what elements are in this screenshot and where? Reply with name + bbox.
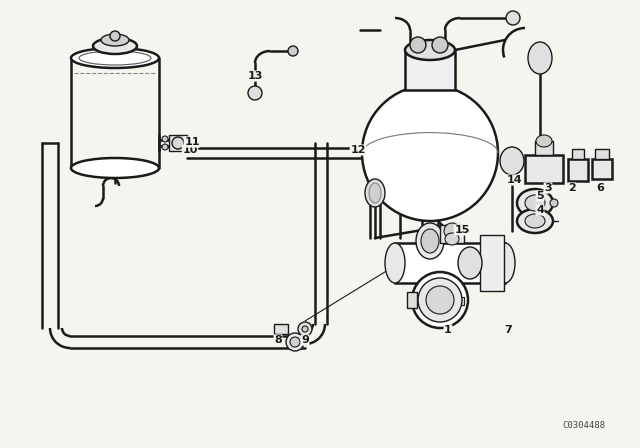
Bar	[169, 135, 187, 151]
Circle shape	[172, 137, 184, 149]
Circle shape	[298, 322, 312, 336]
Bar	[572, 149, 584, 159]
Ellipse shape	[365, 179, 385, 207]
Bar	[480, 235, 504, 291]
Ellipse shape	[410, 37, 426, 53]
Ellipse shape	[445, 233, 459, 245]
Text: 11: 11	[184, 137, 200, 147]
Text: 7: 7	[504, 325, 512, 335]
Ellipse shape	[71, 48, 159, 68]
Text: C0304488: C0304488	[562, 421, 605, 430]
Ellipse shape	[536, 135, 552, 147]
Bar	[395, 243, 505, 283]
Bar	[274, 324, 288, 334]
Text: 10: 10	[182, 145, 198, 155]
Text: 9: 9	[301, 335, 309, 345]
Ellipse shape	[93, 38, 137, 54]
Circle shape	[362, 85, 498, 221]
Ellipse shape	[458, 247, 482, 279]
Circle shape	[248, 86, 262, 100]
Ellipse shape	[385, 243, 405, 283]
Circle shape	[302, 326, 308, 332]
Ellipse shape	[528, 42, 552, 74]
Bar	[568, 159, 588, 181]
Bar	[456, 297, 464, 305]
Circle shape	[110, 31, 120, 41]
Ellipse shape	[525, 214, 545, 228]
Ellipse shape	[500, 147, 524, 175]
Text: 15: 15	[454, 225, 470, 235]
Bar	[525, 155, 563, 183]
Text: 14: 14	[507, 175, 523, 185]
Circle shape	[412, 272, 468, 328]
Bar	[407, 292, 417, 308]
Text: 13: 13	[247, 71, 262, 81]
Ellipse shape	[405, 40, 455, 60]
Ellipse shape	[71, 158, 159, 178]
Circle shape	[506, 11, 520, 25]
Text: 5: 5	[536, 191, 544, 201]
Circle shape	[426, 286, 454, 314]
Text: 1: 1	[444, 325, 452, 335]
Text: 4: 4	[536, 205, 544, 215]
Text: 2: 2	[568, 183, 576, 193]
Bar	[535, 141, 553, 155]
Circle shape	[290, 337, 300, 347]
Ellipse shape	[416, 223, 444, 259]
Ellipse shape	[517, 209, 553, 233]
Circle shape	[162, 144, 168, 150]
Bar	[592, 159, 612, 179]
Circle shape	[162, 136, 168, 142]
Ellipse shape	[495, 243, 515, 283]
Text: 8: 8	[274, 335, 282, 345]
Ellipse shape	[421, 229, 439, 253]
Circle shape	[288, 46, 298, 56]
Bar	[595, 149, 609, 159]
Ellipse shape	[517, 189, 553, 217]
Ellipse shape	[525, 195, 545, 211]
Ellipse shape	[101, 34, 129, 46]
Text: 12: 12	[350, 145, 365, 155]
Circle shape	[550, 199, 558, 207]
Text: 3: 3	[544, 183, 552, 193]
Ellipse shape	[432, 37, 448, 53]
Text: 6: 6	[596, 183, 604, 193]
Ellipse shape	[369, 183, 381, 203]
Ellipse shape	[444, 223, 460, 239]
Circle shape	[286, 333, 304, 351]
Bar	[440, 225, 464, 243]
Circle shape	[418, 278, 462, 322]
Bar	[405, 50, 455, 90]
